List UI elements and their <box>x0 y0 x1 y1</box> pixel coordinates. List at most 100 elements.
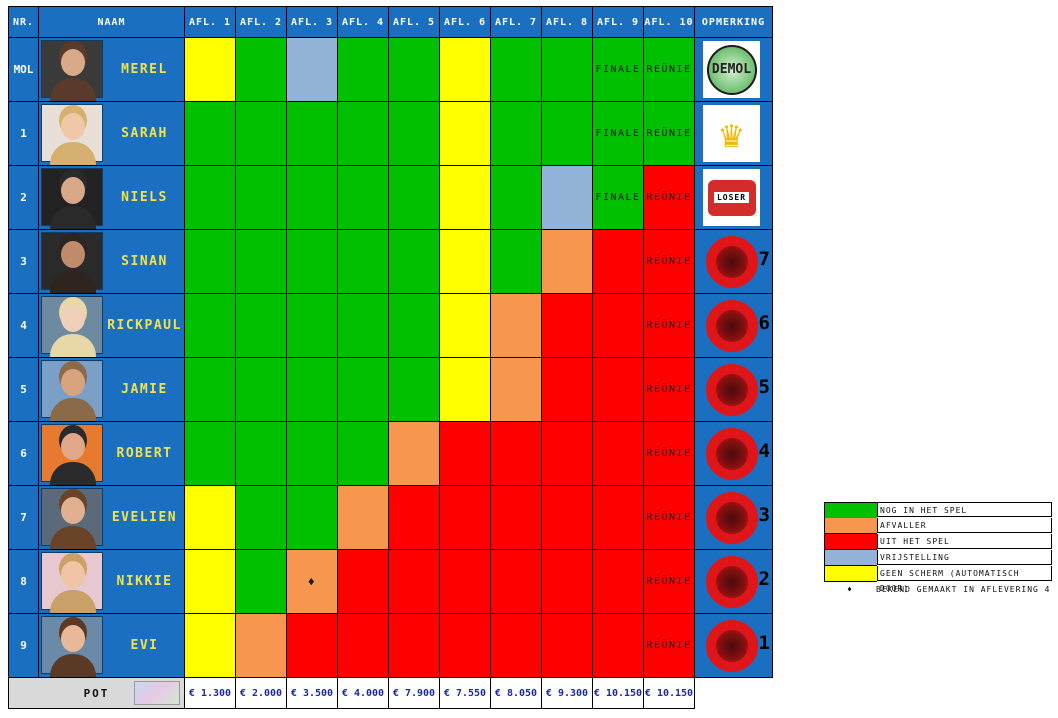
episode-cell <box>388 421 440 486</box>
elimination-rank: 6 <box>758 312 770 334</box>
episode-cell <box>439 613 491 678</box>
contestant-row: 6 ROBERT REÜNIE 4 <box>8 421 773 486</box>
elimination-rank: 5 <box>758 376 770 398</box>
elimination-rank: 3 <box>758 504 770 526</box>
elimination-rank: 2 <box>758 568 770 590</box>
photo-head <box>61 497 85 524</box>
remark-image <box>703 297 760 354</box>
episode-cell <box>541 101 593 166</box>
photo-head <box>61 433 85 460</box>
remark-cell: 3 <box>694 485 773 550</box>
remark-image <box>703 553 760 610</box>
episode-cell: FINALE <box>592 37 644 102</box>
photo-head <box>61 113 85 140</box>
contestant-cell: EVI <box>38 613 185 678</box>
episode-cell <box>235 485 287 550</box>
episode-cell <box>388 293 440 358</box>
episode-cell: REÜNIE <box>643 613 695 678</box>
remark-cell: 1 <box>694 613 773 678</box>
column-header: AFL. 6 <box>439 6 491 38</box>
contestant-cell: SINAN <box>38 229 185 294</box>
fingerprint-center <box>715 501 748 534</box>
photo-body <box>50 270 96 293</box>
legend-swatch <box>824 518 877 534</box>
episode-cell <box>337 293 389 358</box>
episode-cell <box>490 357 542 422</box>
episode-cell <box>388 165 440 230</box>
episode-cell <box>184 421 236 486</box>
episode-cell <box>184 165 236 230</box>
episode-cell <box>439 485 491 550</box>
remark-image: DEMOL <box>703 41 760 98</box>
elimination-rank: 1 <box>758 632 770 654</box>
pot-amount: € 9.300 <box>541 677 593 709</box>
column-header: AFL. 7 <box>490 6 542 38</box>
episode-cell <box>235 165 287 230</box>
contestant-photo <box>41 488 103 549</box>
remark-image <box>703 233 760 290</box>
episode-cell <box>541 37 593 102</box>
episode-cell <box>337 165 389 230</box>
pot-label: POT <box>83 686 110 700</box>
episode-cell: REÜNIE <box>643 485 695 550</box>
photo-head <box>61 49 85 76</box>
episode-cell <box>490 229 542 294</box>
legend-label: NOG IN HET SPEL <box>877 502 1052 517</box>
episode-cell <box>286 101 338 166</box>
contestant-cell: MEREL <box>38 37 185 102</box>
episode-cell <box>235 37 287 102</box>
contestant-name: MEREL <box>121 62 168 77</box>
episode-cell <box>184 485 236 550</box>
photo-body <box>50 654 96 677</box>
trophy-icon: ♛ <box>720 111 743 156</box>
legend-item: NOG IN HET SPEL <box>824 502 1052 519</box>
episode-cell <box>388 549 440 614</box>
contestant-photo <box>41 40 103 101</box>
column-header: AFL. 3 <box>286 6 338 38</box>
photo-head <box>61 369 85 396</box>
revealed-marker: ♦ <box>307 574 317 589</box>
episode-cell <box>235 421 287 486</box>
episode-cell <box>541 485 593 550</box>
contestant-row: 4 RICKPAUL REÜNIE 6 <box>8 293 773 358</box>
photo-head <box>61 625 85 652</box>
episode-cell <box>541 421 593 486</box>
contestant-cell: RICKPAUL <box>38 293 185 358</box>
episode-cell <box>337 485 389 550</box>
episode-cell <box>388 485 440 550</box>
column-header: AFL. 4 <box>337 6 389 38</box>
row-number: 7 <box>8 485 39 550</box>
remark-cell: 2 <box>694 549 773 614</box>
legend-label: GEEN SCHERM (AUTOMATISCH DOOR) <box>877 566 1052 593</box>
episode-cell <box>388 37 440 102</box>
episode-cell <box>337 229 389 294</box>
remark-cell: 7 <box>694 229 773 294</box>
episode-cell: REÜNIE <box>643 165 695 230</box>
column-header: NR. <box>8 6 39 38</box>
episode-cell: REÜNIE <box>643 101 695 166</box>
fingerprint-icon <box>705 555 758 608</box>
contestant-row: 5 JAMIE REÜNIE 5 <box>8 357 773 422</box>
photo-head <box>61 305 85 332</box>
contestant-photo <box>41 168 103 229</box>
contestant-photo <box>41 552 103 613</box>
episode-cell <box>541 613 593 678</box>
episode-cell <box>490 293 542 358</box>
pot-amount: € 7.900 <box>388 677 440 709</box>
contestant-cell: ROBERT <box>38 421 185 486</box>
episode-cell <box>490 613 542 678</box>
episode-cell: FINALE <box>592 165 644 230</box>
header-row: NR. NAAM AFL. 1 AFL. 2 AFL. 3 AFL. 4 AFL. 5 AFL… <box>8 6 773 38</box>
photo-body <box>50 78 96 101</box>
photo-body <box>50 526 96 549</box>
episode-cell <box>439 229 491 294</box>
pot-amount: € 4.000 <box>337 677 389 709</box>
row-number: 8 <box>8 549 39 614</box>
fingerprint-icon <box>705 363 758 416</box>
photo-head <box>61 561 85 588</box>
episode-cell <box>337 357 389 422</box>
results-table: NR. NAAM AFL. 1 AFL. 2 AFL. 3 AFL. 4 AFL. 5 AFL… <box>8 6 773 709</box>
pot-blank <box>694 677 773 709</box>
episode-cell <box>490 37 542 102</box>
episode-cell <box>184 357 236 422</box>
